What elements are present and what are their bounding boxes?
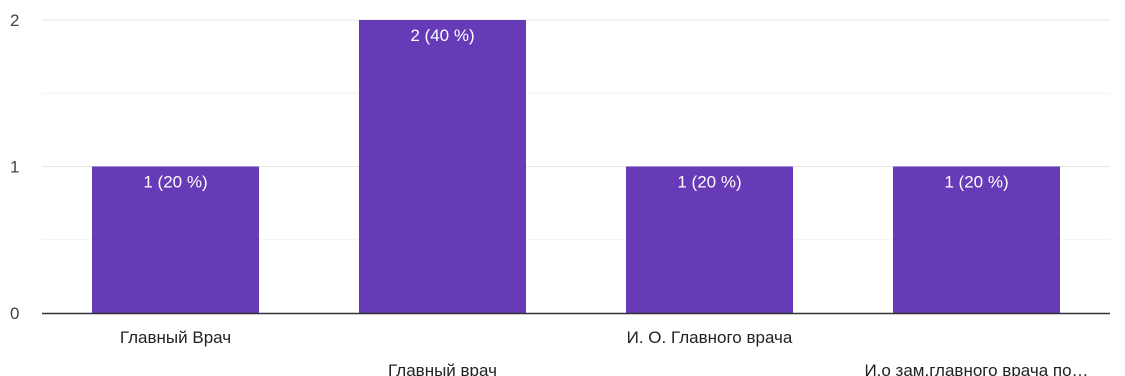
bar [92,166,259,313]
bars: 1 (20 %) 2 (40 %) 1 (20 %) 1 (20 %) [92,20,1060,313]
y-tick-label: 0 [10,304,19,323]
bar-data-label: 1 (20 %) [143,173,207,192]
bar [359,20,526,313]
x-axis-labels: Главный Врач Главный врач И. О. Главного в… [120,328,1089,376]
bar [626,166,793,313]
y-tick-label: 2 [10,11,19,30]
x-category-label: Главный Врач [120,328,231,347]
x-category-label: И. О. Главного врача [627,328,793,347]
x-category-label: Главный врач [388,361,497,376]
bar [893,166,1060,313]
bar-data-label: 2 (40 %) [410,26,474,45]
bar-data-label: 1 (20 %) [944,173,1008,192]
x-category-label: И.о зам.главного врача по… [864,361,1088,376]
y-tick-label: 1 [10,158,19,177]
y-axis-ticks: 0 1 2 [10,11,19,323]
bar-data-label: 1 (20 %) [677,173,741,192]
